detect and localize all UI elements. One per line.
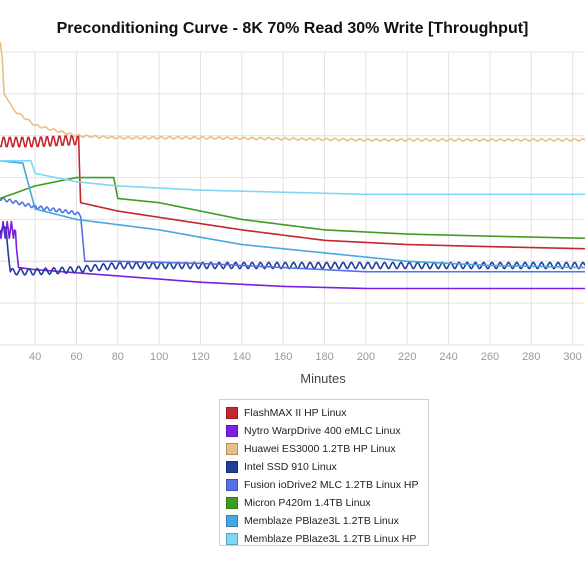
series-lines <box>0 41 585 290</box>
legend-swatch <box>226 461 238 473</box>
x-tick-label: 100 <box>150 351 168 363</box>
x-tick-label: 60 <box>70 351 82 363</box>
legend-item: Micron P420m 1.4TB Linux <box>226 494 428 512</box>
series-line-1 <box>0 220 585 290</box>
legend-item: Memblaze PBlaze3L 1.2TB Linux <box>226 512 428 530</box>
series-line-7 <box>0 160 585 196</box>
x-tick-label: 240 <box>439 351 457 363</box>
x-tick-label: 140 <box>233 351 251 363</box>
legend-label: Nytro WarpDrive 400 eMLC Linux <box>244 425 401 437</box>
legend-item: Fusion ioDrive2 MLC 1.2TB Linux HP <box>226 476 428 494</box>
x-tick-label: 40 <box>29 351 41 363</box>
series-line-2 <box>0 41 585 142</box>
x-tick-label: 180 <box>315 351 333 363</box>
legend: FlashMAX II HP Linux Nytro WarpDrive 400 … <box>219 399 429 546</box>
x-tick-label: 260 <box>481 351 499 363</box>
legend-swatch <box>226 515 238 527</box>
legend-swatch <box>226 533 238 545</box>
x-tick-label: 220 <box>398 351 416 363</box>
legend-label: Intel SSD 910 Linux <box>244 461 337 473</box>
legend-label: Memblaze PBlaze3L 1.2TB Linux <box>244 515 399 527</box>
legend-swatch <box>226 443 238 455</box>
x-axis-title: Minutes <box>300 371 346 386</box>
chart-title: Preconditioning Curve - 8K 70% Read 30% … <box>56 20 529 37</box>
legend-swatch <box>226 479 238 491</box>
grid <box>0 51 585 346</box>
x-tick-label: 80 <box>112 351 124 363</box>
legend-item: Intel SSD 910 Linux <box>226 458 428 476</box>
series-line-5 <box>0 176 585 240</box>
legend-item: Nytro WarpDrive 400 eMLC Linux <box>226 422 428 440</box>
legend-item: Memblaze PBlaze3L 1.2TB Linux HP <box>226 530 428 548</box>
x-tick-label: 200 <box>357 351 375 363</box>
legend-label: Memblaze PBlaze3L 1.2TB Linux HP <box>244 533 417 545</box>
series-line-3 <box>0 225 585 276</box>
x-tick-label: 120 <box>191 351 209 363</box>
legend-swatch <box>226 497 238 509</box>
legend-item: FlashMAX II HP Linux <box>226 404 428 422</box>
x-tick-label: 280 <box>522 351 540 363</box>
plot-area: 40 60 80 100 120 140 160 180 200 220 240 260 280 300 … <box>0 41 585 386</box>
x-axis-ticks: 40 60 80 100 120 140 160 180 200 220 240 260 280 300 <box>29 351 582 363</box>
series-line-6 <box>0 160 585 269</box>
legend-label: Fusion ioDrive2 MLC 1.2TB Linux HP <box>244 479 419 491</box>
series-line-4 <box>0 196 585 273</box>
legend-item: Huawei ES3000 1.2TB HP Linux <box>226 440 428 458</box>
legend-label: Huawei ES3000 1.2TB HP Linux <box>244 443 396 455</box>
legend-swatch <box>226 425 238 437</box>
series-line-0 <box>0 134 585 250</box>
x-tick-label: 160 <box>274 351 292 363</box>
legend-swatch <box>226 407 238 419</box>
x-tick-label: 300 <box>563 351 581 363</box>
legend-label: FlashMAX II HP Linux <box>244 407 347 419</box>
legend-label: Micron P420m 1.4TB Linux <box>244 497 371 509</box>
